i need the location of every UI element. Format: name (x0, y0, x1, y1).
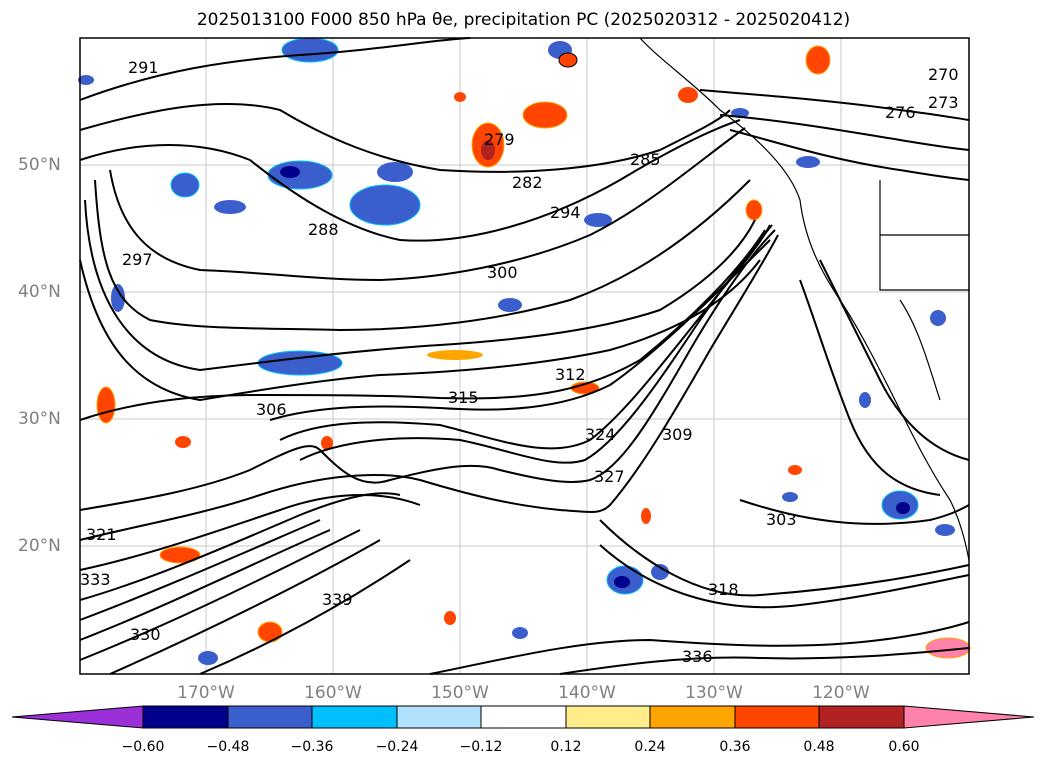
contour-labels: 291 279 282 285 288 294 297 300 306 309 … (80, 58, 959, 666)
lat-label: 50°N (18, 155, 61, 175)
contour-label: 303 (766, 510, 797, 529)
theta-e-contours (79, 37, 970, 675)
contour-label: 300 (487, 263, 518, 282)
contour-label: 309 (662, 425, 693, 444)
contour-label: 321 (86, 525, 117, 544)
contour-label: 324 (585, 425, 616, 444)
contour-label: 318 (708, 580, 739, 599)
lon-label: 130°W (685, 683, 743, 703)
colorbar-extend-low (11, 705, 144, 729)
contour-label: 312 (555, 365, 586, 384)
colorbar-tick-label: 0.60 (888, 739, 920, 755)
colorbar (11, 705, 1035, 729)
contour-label: 288 (308, 220, 339, 239)
contour-label: 285 (630, 150, 661, 169)
contour-label: 276 (885, 103, 916, 122)
colorbar-tick-label: 0.48 (803, 739, 835, 755)
contour-label: 282 (512, 173, 543, 192)
map-background (80, 38, 969, 674)
contour-label: 291 (128, 58, 159, 77)
contour-label: 336 (682, 647, 713, 666)
contour-label: 339 (322, 590, 353, 609)
contour-label: 270 (928, 65, 959, 84)
contour-label: 330 (130, 625, 161, 644)
contour-label: 297 (122, 250, 153, 269)
colorbar-tick-label: −0.60 (121, 739, 165, 755)
colorbar-tick-label: −0.24 (375, 739, 419, 755)
contour-label: 294 (550, 203, 581, 222)
colorbar-tick-label: 0.24 (634, 739, 666, 755)
map-title: 2025013100 F000 850 hPa θe, precipitatio… (196, 10, 851, 30)
colorbar-tick-label: 0.36 (719, 739, 751, 755)
colorbar-extend-high (903, 705, 1035, 729)
lat-label: 30°N (18, 409, 61, 429)
lon-label: 160°W (304, 683, 362, 703)
coastline (639, 37, 970, 561)
contour-label: 279 (484, 130, 515, 149)
contour-label: 306 (256, 400, 287, 419)
colorbar-tick-label: 0.12 (550, 739, 582, 755)
lat-label: 40°N (18, 282, 61, 302)
gridlines (80, 38, 969, 674)
lon-label: 140°W (558, 683, 616, 703)
precip-positive-shading (96, 45, 971, 659)
contour-label: 273 (928, 93, 959, 112)
colorbar-tick-label: −0.12 (459, 739, 503, 755)
contour-label: 327 (594, 467, 625, 486)
colorbar-tick-label: −0.48 (206, 739, 250, 755)
contour-label: 333 (80, 570, 111, 589)
lon-label: 120°W (812, 683, 870, 703)
map-frame (79, 37, 970, 675)
contour-label: 315 (448, 388, 479, 407)
colorbar-tick-label: −0.36 (290, 739, 334, 755)
lon-label: 170°W (177, 683, 235, 703)
lat-label: 20°N (18, 536, 61, 556)
precip-negative-shading (78, 37, 955, 665)
lon-label: 150°W (431, 683, 489, 703)
